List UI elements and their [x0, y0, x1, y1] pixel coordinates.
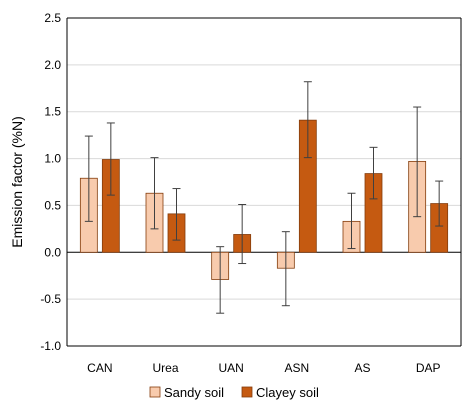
y-tick-label: 2.5 [44, 11, 61, 25]
legend-label: Clayey soil [256, 385, 319, 400]
x-tick-label: Urea [152, 361, 178, 375]
y-tick-labels: 2.5 2.0 1.5 1.0 0.5 0.0 -0.5 -1.0 [40, 11, 61, 353]
y-tick-label: 0.0 [44, 245, 61, 259]
x-tick-label: ASN [284, 361, 309, 375]
x-tick-label: UAN [218, 361, 243, 375]
y-tick-label: 1.0 [44, 152, 61, 166]
legend: Sandy soil Clayey soil [149, 385, 319, 400]
y-tick-label: 1.5 [44, 105, 61, 119]
gridlines [67, 64, 461, 300]
legend-swatch [241, 386, 253, 398]
legend-label: Sandy soil [164, 385, 224, 400]
x-tick-label: DAP [416, 361, 441, 375]
x-tick-label: CAN [87, 361, 112, 375]
y-tick-label: 2.0 [44, 58, 61, 72]
y-axis-title: Emission factor (%N) [9, 116, 25, 247]
y-tick-label: -1.0 [40, 339, 61, 353]
y-tick-label: -0.5 [40, 292, 61, 306]
y-tick-label: 0.5 [44, 198, 61, 212]
legend-swatch [149, 386, 161, 398]
bars [79, 119, 449, 280]
x-tick-label: AS [354, 361, 370, 375]
x-tick-labels: CAN Urea UAN ASN AS DAP [87, 361, 440, 375]
error-bars [84, 81, 444, 314]
